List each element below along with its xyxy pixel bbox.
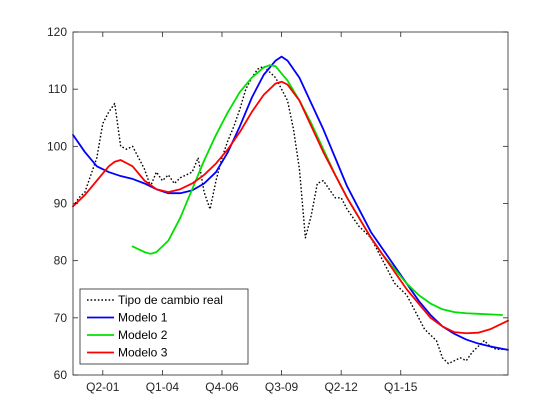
y-tick-label: 80 (54, 254, 68, 268)
y-tick-label: 90 (54, 197, 68, 211)
legend: Tipo de cambio real Modelo 1 Modelo 2 Model… (80, 289, 248, 364)
legend-label-modelo-3: Modelo 3 (118, 346, 168, 360)
y-tick-label: 100 (47, 139, 67, 153)
x-tick-label: Q3-09 (265, 380, 299, 394)
legend-label-tipo-de-cambio-real: Tipo de cambio real (118, 293, 223, 307)
y-tick-label: 110 (48, 82, 67, 96)
x-tick-label: Q4-06 (205, 380, 239, 394)
x-tick-label: Q1-04 (146, 380, 180, 394)
x-tick-label: Q2-01 (86, 380, 120, 394)
x-tick-label: Q2-12 (324, 380, 358, 394)
y-tick-label: 70 (54, 311, 68, 325)
y-tick-label: 60 (54, 368, 68, 382)
y-tick-label: 120 (47, 25, 67, 39)
legend-label-modelo-1: Modelo 1 (118, 311, 168, 325)
legend-label-modelo-2: Modelo 2 (118, 328, 168, 342)
x-tick-label: Q1-15 (384, 380, 418, 394)
